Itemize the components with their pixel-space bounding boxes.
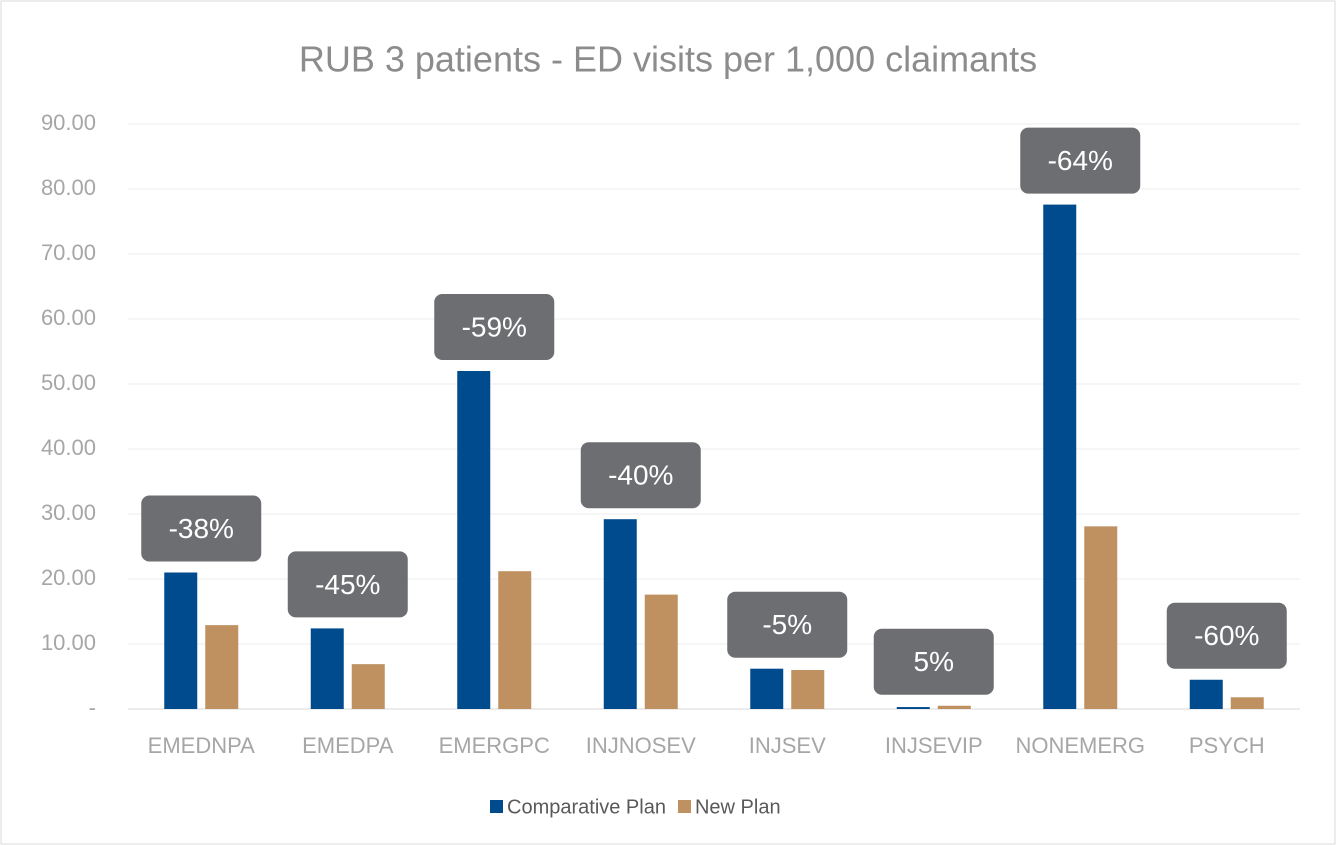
- y-tick-label: 80.00: [41, 175, 96, 200]
- annotation-box: [1020, 127, 1141, 194]
- bar: [498, 571, 532, 709]
- bar: [896, 707, 930, 709]
- annotation-label: -5%: [762, 609, 812, 640]
- bar: [644, 594, 678, 709]
- legend-swatch: [490, 800, 503, 813]
- bar: [1043, 204, 1077, 709]
- annotation-label: 5%: [914, 646, 954, 677]
- annotation-box: [141, 495, 262, 562]
- chart-title: RUB 3 patients - ED visits per 1,000 cla…: [299, 39, 1037, 80]
- x-tick-label: PSYCH: [1189, 733, 1265, 758]
- x-tick-label: EMEDPA: [302, 733, 394, 758]
- bar: [164, 572, 198, 709]
- x-tick-label: EMERGPC: [439, 733, 550, 758]
- bar: [1189, 679, 1223, 709]
- y-tick-label: -: [89, 695, 96, 720]
- bar: [1230, 697, 1264, 709]
- bar: [457, 371, 491, 709]
- annotation-label: -60%: [1194, 620, 1259, 651]
- annotation-label: -40%: [608, 460, 673, 491]
- y-tick-label: 70.00: [41, 240, 96, 265]
- x-tick-label: INJSEV: [749, 733, 826, 758]
- annotation-label: -64%: [1048, 145, 1113, 176]
- annotation-box: [580, 442, 701, 509]
- y-tick-label: 40.00: [41, 435, 96, 460]
- legend-label: Comparative Plan: [507, 796, 666, 818]
- annotation-label: -45%: [315, 569, 380, 600]
- y-tick-label: 20.00: [41, 565, 96, 590]
- bar: [791, 670, 825, 709]
- y-tick-label: 60.00: [41, 305, 96, 330]
- x-tick-label: INJSEVIP: [885, 733, 983, 758]
- y-tick-label: 90.00: [41, 110, 96, 135]
- x-tick-label: NONEMERG: [1015, 733, 1145, 758]
- y-tick-label: 50.00: [41, 370, 96, 395]
- annotation-box: [873, 628, 994, 695]
- annotation-box: [1166, 602, 1287, 669]
- bar: [310, 628, 344, 709]
- x-tick-label: INJNOSEV: [586, 733, 696, 758]
- bar: [750, 668, 784, 709]
- legend-label: New Plan: [695, 796, 781, 818]
- bar: [603, 519, 637, 709]
- y-tick-label: 30.00: [41, 500, 96, 525]
- annotation-box: [727, 591, 848, 658]
- annotation-box: [287, 551, 408, 618]
- legend-swatch: [677, 800, 691, 813]
- bar: [1084, 526, 1118, 709]
- annotation-box: [434, 294, 555, 360]
- bar: [351, 664, 385, 709]
- bar: [937, 705, 971, 709]
- bar: [205, 625, 239, 709]
- annotation-label: -38%: [169, 513, 234, 544]
- annotation-label: -59%: [462, 311, 527, 342]
- x-tick-label: EMEDNPA: [148, 733, 255, 758]
- y-tick-label: 10.00: [41, 630, 96, 655]
